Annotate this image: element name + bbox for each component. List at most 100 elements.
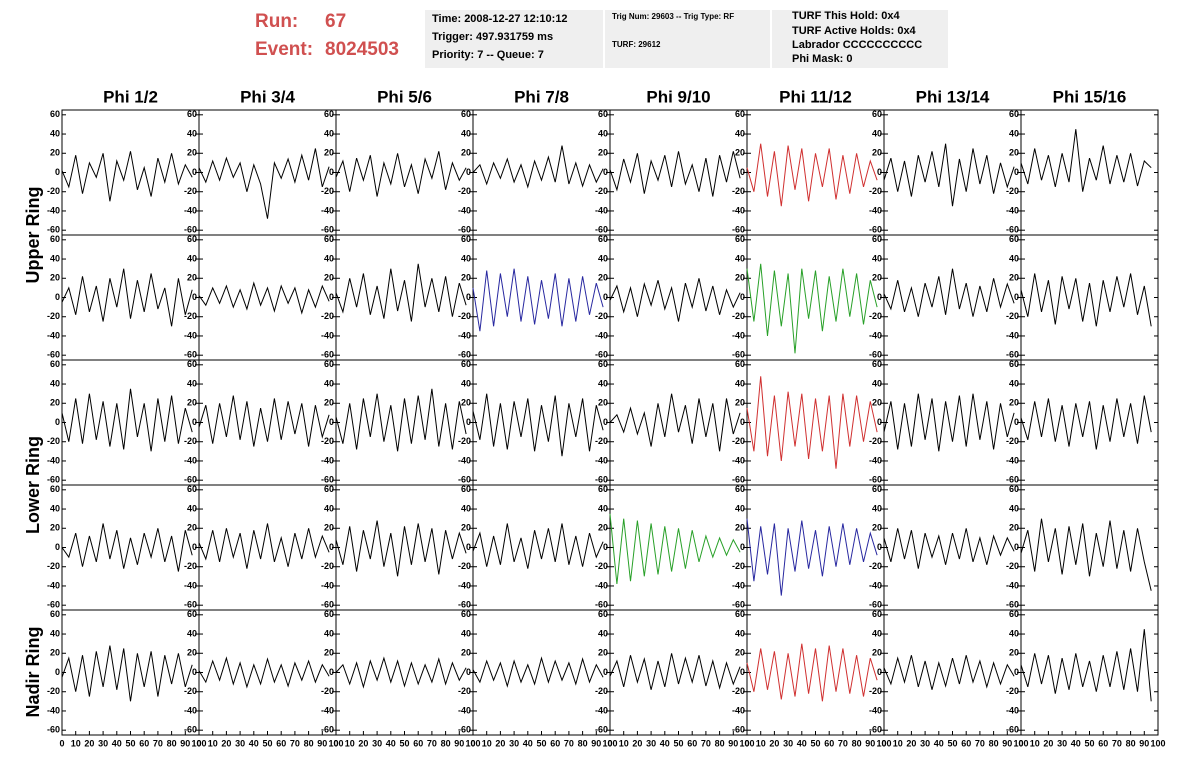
y-tick-label: 40 [872,128,882,138]
y-tick-label: 20 [735,148,745,158]
y-tick-label: 0 [603,667,608,677]
x-tick-label: 90 [728,738,738,748]
x-tick-label: 10 [756,738,766,748]
y-tick-label: -40 [1006,580,1019,590]
y-tick-label: 20 [872,398,882,408]
y-tick-label: -40 [869,330,882,340]
column-title: Phi 15/16 [1053,87,1127,106]
y-tick-label: 0 [1014,292,1019,302]
y-tick-label: -20 [321,436,334,446]
y-tick-label: 40 [598,378,608,388]
y-tick-label: -40 [1006,330,1019,340]
y-tick-label: -60 [47,475,60,485]
y-tick-label: -60 [184,475,197,485]
x-tick-label: 0 [196,738,201,748]
run-label: Run: [255,11,298,32]
y-tick-label: -20 [869,561,882,571]
x-tick-label: 70 [153,738,163,748]
y-tick-label: -20 [732,311,745,321]
x-tick-label: 10 [893,738,903,748]
x-tick-label: 60 [550,738,560,748]
y-tick-label: 60 [187,484,197,494]
waveform [746,263,878,354]
y-tick-label: 60 [1009,234,1019,244]
y-tick-label: 40 [324,378,334,388]
x-tick-label: 20 [906,738,916,748]
y-tick-label: 60 [324,609,334,619]
y-tick-label: -60 [458,725,471,735]
y-tick-label: 40 [735,503,745,513]
y-tick-label: 40 [598,503,608,513]
waveform [198,523,330,569]
y-tick-label: 40 [324,628,334,638]
waveform [746,143,878,207]
y-tick-label: 0 [877,292,882,302]
x-tick-label: 60 [1098,738,1108,748]
y-tick-label: 40 [735,253,745,263]
y-tick-label: -40 [732,330,745,340]
y-tick-label: -60 [458,475,471,485]
y-tick-label: 0 [603,542,608,552]
y-tick-label: -40 [458,455,471,465]
waveform [609,278,741,322]
x-tick-label: 0 [1018,738,1023,748]
y-tick-label: 20 [50,148,60,158]
y-tick-label: -40 [869,205,882,215]
y-tick-label: -40 [595,455,608,465]
y-tick-label: -60 [321,350,334,360]
waveform [335,388,467,452]
y-tick-label: 20 [598,273,608,283]
x-tick-label: 90 [1139,738,1149,748]
y-tick-label: 20 [461,523,471,533]
y-tick-label: -20 [184,186,197,196]
y-tick-label: 20 [324,648,334,658]
waveform [61,388,193,452]
y-tick-label: 60 [872,484,882,494]
y-tick-label: -40 [321,705,334,715]
y-tick-label: -20 [1006,186,1019,196]
y-tick-label: -40 [595,205,608,215]
y-tick-label: 60 [598,109,608,119]
y-tick-label: -20 [732,186,745,196]
x-tick-label: 60 [276,738,286,748]
y-tick-label: 0 [55,417,60,427]
y-tick-label: -40 [1006,455,1019,465]
y-tick-label: -20 [1006,436,1019,446]
y-tick-label: 40 [872,628,882,638]
x-tick-label: 80 [578,738,588,748]
y-tick-label: -20 [458,186,471,196]
y-tick-label: 60 [735,109,745,119]
y-tick-label: 60 [598,234,608,244]
y-tick-label: -60 [595,725,608,735]
x-tick-label: 90 [317,738,327,748]
y-tick-label: -60 [184,350,197,360]
x-tick-label: 50 [399,738,409,748]
y-tick-label: -60 [732,600,745,610]
y-tick-label: -40 [869,580,882,590]
y-tick-label: 40 [735,378,745,388]
y-tick-label: -40 [184,705,197,715]
y-tick-label: 20 [598,648,608,658]
x-tick-label: 70 [1112,738,1122,748]
x-tick-label: 70 [975,738,985,748]
x-tick-label: 10 [619,738,629,748]
y-tick-label: 20 [50,398,60,408]
y-tick-label: -40 [595,705,608,715]
y-tick-label: -60 [1006,350,1019,360]
y-tick-label: 20 [1009,273,1019,283]
y-tick-label: 20 [1009,148,1019,158]
info-line: Labrador CCCCCCCCCC [792,39,922,51]
waveform [609,513,741,585]
row-label: Upper Ring [23,187,43,284]
y-tick-label: 0 [192,292,197,302]
y-tick-label: 20 [735,273,745,283]
waveform [1020,129,1152,192]
y-tick-label: 60 [324,484,334,494]
y-tick-label: -60 [732,725,745,735]
y-tick-label: -20 [458,436,471,446]
y-tick-label: 60 [187,234,197,244]
y-tick-label: -20 [184,311,197,321]
y-tick-label: 60 [1009,359,1019,369]
x-tick-label: 50 [1084,738,1094,748]
y-tick-label: 60 [872,359,882,369]
